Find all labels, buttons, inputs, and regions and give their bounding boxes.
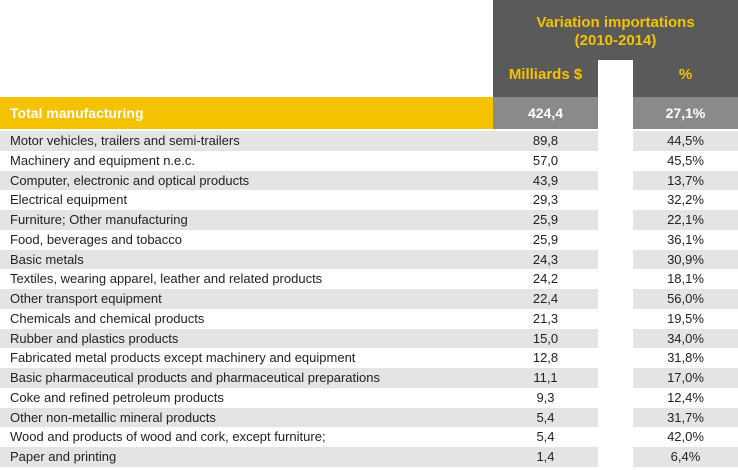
row-gap: [598, 229, 633, 250]
row-value: 15,0: [532, 330, 559, 346]
row-label: Basic metals: [10, 251, 84, 267]
row-value: 11,1: [533, 370, 558, 385]
row-value: 57,0: [532, 152, 559, 168]
row-value: 22,4: [532, 291, 559, 306]
row-percent: 45,5%: [667, 152, 704, 168]
table-title-line1: Variation importations: [536, 14, 695, 31]
table-row: Textiles, wearing apparel, leather and r…: [0, 269, 738, 289]
table-row: Motor vehicles, trailers and semi-traile…: [0, 131, 738, 151]
row-gap: [598, 289, 633, 309]
row-percent: 31,8%: [667, 350, 704, 366]
row-gap: [598, 190, 633, 210]
table-row: Rubber and plastics products 15,0 34,0%: [0, 328, 738, 349]
header-gap: [598, 60, 633, 97]
row-value: 12,8: [532, 350, 559, 366]
row-gap: [598, 170, 633, 191]
table-row: Basic metals 24,3 30,9%: [0, 249, 738, 270]
row-label: Motor vehicles, trailers and semi-traile…: [10, 133, 240, 148]
row-percent: 12,4%: [667, 389, 704, 405]
row-percent: 56,0%: [667, 291, 704, 306]
row-value: 89,8: [532, 133, 559, 148]
table-title: Variation importations (2010-2014): [493, 14, 738, 50]
row-label: Fabricated metal products except machine…: [10, 350, 356, 366]
row-percent: 32,2%: [667, 192, 704, 208]
row-gap: [598, 249, 633, 270]
total-label: Total manufacturing: [10, 105, 144, 121]
row-label: Paper and printing: [10, 449, 117, 464]
row-label: Other transport equipment: [10, 291, 162, 306]
row-gap: [598, 131, 633, 151]
table-row: Basic pharmaceutical products and pharma…: [0, 368, 738, 388]
table-row: Electrical equipment 29,3 32,2%: [0, 190, 738, 210]
row-gap: [598, 387, 633, 408]
row-value: 21,3: [532, 310, 559, 326]
table-row: Paper and printing 1,4 6,4%: [0, 447, 738, 467]
row-percent: 18,1%: [667, 271, 704, 287]
row-value: 9,3: [536, 389, 555, 405]
row-value: 29,3: [532, 192, 559, 208]
table-title-line2: (2010-2014): [574, 32, 657, 49]
row-value: 24,3: [532, 251, 559, 267]
row-percent: 13,7%: [667, 172, 704, 188]
row-gap: [598, 427, 633, 447]
row-percent: 30,9%: [667, 251, 704, 267]
row-percent: 31,7%: [667, 409, 704, 425]
row-gap: [598, 328, 633, 349]
row-percent: 34,0%: [667, 330, 704, 346]
row-percent: 36,1%: [667, 231, 704, 247]
row-value: 25,9: [532, 212, 559, 227]
row-label: Food, beverages and tobacco: [10, 231, 183, 247]
column-header-percent: %: [678, 66, 693, 83]
row-label: Other non-metallic mineral products: [10, 409, 216, 425]
total-gap: [598, 97, 633, 129]
table-row: Wood and products of wood and cork, exce…: [0, 427, 738, 447]
table-row: Fabricated metal products except machine…: [0, 348, 738, 368]
row-value: 5,4: [536, 429, 555, 445]
row-label: Chemicals and chemical products: [10, 310, 205, 326]
row-gap: [598, 368, 633, 388]
row-percent: 22,1%: [667, 212, 704, 227]
row-gap: [598, 210, 633, 230]
row-label: Electrical equipment: [10, 192, 128, 208]
row-value: 1,4: [536, 449, 555, 464]
row-value: 43,9: [532, 172, 559, 188]
row-label: Rubber and plastics products: [10, 330, 179, 346]
row-percent: 44,5%: [667, 133, 704, 148]
row-label: Coke and refined petroleum products: [10, 389, 224, 405]
row-gap: [598, 150, 633, 171]
row-gap: [598, 348, 633, 368]
row-value: 25,9: [532, 231, 559, 247]
row-label: Computer, electronic and optical product…: [10, 172, 250, 188]
row-percent: 6,4%: [670, 449, 701, 464]
row-value: 5,4: [536, 409, 555, 425]
row-label: Wood and products of wood and cork, exce…: [10, 429, 326, 445]
table-row: Other transport equipment 22,4 56,0%: [0, 289, 738, 309]
row-percent: 17,0%: [667, 370, 704, 385]
table-row: Machinery and equipment n.e.c. 57,0 45,5%: [0, 150, 738, 171]
table-row: Coke and refined petroleum products 9,3 12…: [0, 387, 738, 408]
table-body: Motor vehicles, trailers and semi-traile…: [0, 131, 738, 467]
row-gap: [598, 308, 633, 329]
row-label: Furniture; Other manufacturing: [10, 212, 188, 227]
table-row: Furniture; Other manufacturing 25,9 22,1%: [0, 210, 738, 230]
row-gap: [598, 447, 633, 467]
row-percent: 42,0%: [667, 429, 704, 445]
row-label: Basic pharmaceutical products and pharma…: [10, 370, 380, 385]
row-gap: [598, 407, 633, 428]
column-header-value: Milliards $: [508, 66, 583, 83]
row-value: 24,2: [532, 271, 559, 287]
row-label: Textiles, wearing apparel, leather and r…: [10, 271, 323, 287]
total-value: 424,4: [493, 97, 598, 129]
row-gap: [598, 269, 633, 289]
table-row: Computer, electronic and optical product…: [0, 170, 738, 191]
table-row: Food, beverages and tobacco 25,9 36,1%: [0, 229, 738, 250]
row-percent: 19,5%: [667, 310, 704, 326]
table-row: Other non-metallic mineral products 5,4 31…: [0, 407, 738, 428]
table-row: Chemicals and chemical products 21,3 19,5%: [0, 308, 738, 329]
total-percent: 27,1%: [633, 97, 738, 129]
row-label: Machinery and equipment n.e.c.: [10, 152, 195, 168]
